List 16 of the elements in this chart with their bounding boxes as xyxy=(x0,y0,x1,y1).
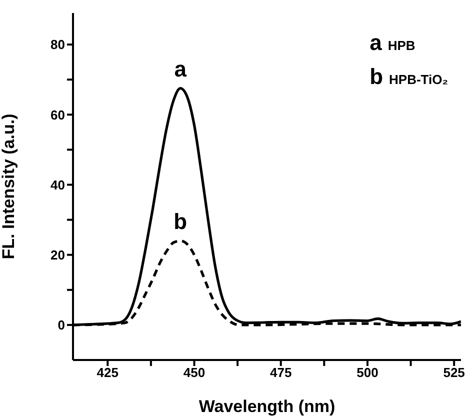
x-tick-label: 525 xyxy=(443,365,465,380)
y-tick-label: 0 xyxy=(58,318,65,333)
x-tick-label: 500 xyxy=(356,365,378,380)
series-label: b xyxy=(174,208,188,234)
annotation: a HPB xyxy=(370,30,416,56)
annotation: b HPB-TiO₂ xyxy=(370,64,448,90)
x-tick-label: 425 xyxy=(96,365,118,380)
series-label: a xyxy=(174,56,188,82)
y-tick-label: 40 xyxy=(50,177,65,192)
y-axis-title: FL. Intensity (a.u.) xyxy=(0,114,18,260)
x-axis-title: Wavelength (nm) xyxy=(198,397,336,416)
y-tick-label: 20 xyxy=(50,247,65,262)
x-tick-label: 475 xyxy=(270,365,292,380)
y-tick-label: 60 xyxy=(50,107,65,122)
y-tick-label: 80 xyxy=(50,37,65,52)
x-tick-label: 450 xyxy=(183,365,206,380)
